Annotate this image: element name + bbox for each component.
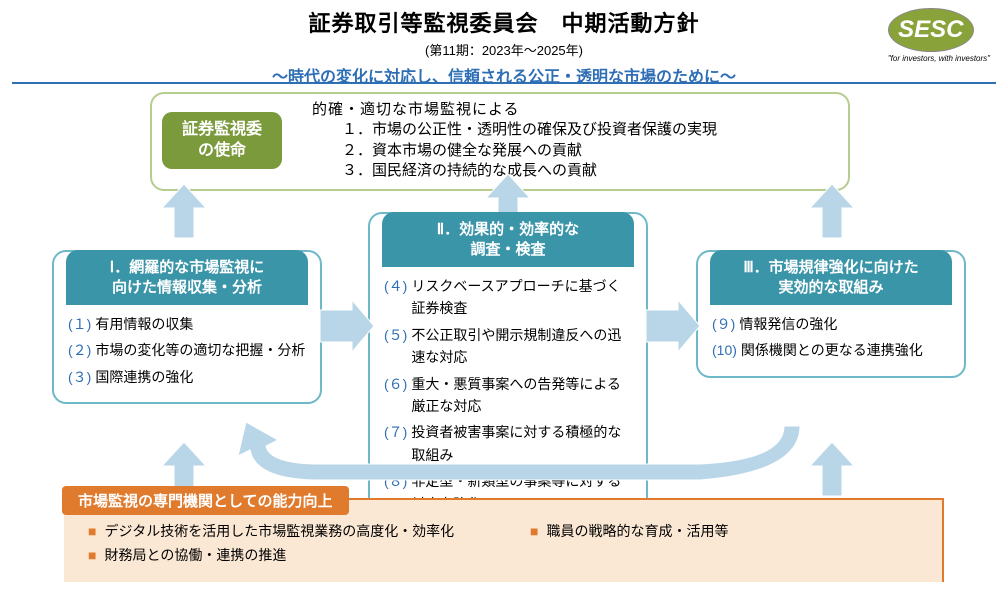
pillar-p3: Ⅲ．市場規律強化に向けた実効的な取組み(９)情報発信の強化(10)関係機関との更…	[696, 250, 966, 378]
mission-body: 的確・適切な市場監視による １．市場の公正性・透明性の確保及び投資者保護の実現２…	[312, 100, 717, 181]
logo: SESC "for investors, with investors"	[888, 8, 990, 63]
pillar-head: Ⅱ．効果的・効率的な調査・検査	[382, 212, 634, 267]
logo-text: SESC	[898, 16, 963, 44]
title-rule	[12, 82, 996, 84]
capability-box: 市場監視の専門機関としての能力向上 デジタル技術を活用した市場監視業務の高度化・…	[64, 498, 944, 582]
flow-arrow-1to2	[316, 296, 376, 356]
period-text: (第11期：2023年～2025年)	[0, 40, 1008, 59]
item-text: 国際連携の強化	[95, 366, 193, 388]
item-number: (３)	[68, 366, 91, 388]
logo-tagline: "for investors, with investors"	[888, 54, 990, 63]
item-number: (４)	[384, 275, 407, 320]
pillar-item: (６)重大・悪質事案への告発等による厳正な対応	[384, 373, 632, 418]
flow-arrow-2to3	[642, 296, 702, 356]
pillar-item: (１)有用情報の収集	[68, 313, 306, 335]
capability-band-text: 市場監視の専門機関としての能力向上	[78, 493, 333, 510]
pillar-body: (１)有用情報の収集(２)市場の変化等の適切な把握・分析(３)国際連携の強化	[68, 313, 306, 388]
item-number: (９)	[712, 313, 735, 335]
pillar-item: (３)国際連携の強化	[68, 366, 306, 388]
item-text: 情報発信の強化	[739, 313, 837, 335]
mission-item: １．市場の公正性・透明性の確保及び投資者保護の実現	[342, 120, 717, 140]
header: 証券取引等監視委員会 中期活動方針 (第11期：2023年～2025年) ～時代…	[0, 6, 1008, 87]
item-number: (５)	[384, 324, 407, 369]
item-text: 関係機関との更なる連携強化	[741, 339, 923, 361]
capability-list: デジタル技術を活用した市場監視業務の高度化・効率化 職員の戦略的な育成・活用等財務…	[88, 520, 932, 568]
pillar-head: Ⅰ．網羅的な市場監視に向けた情報収集・分析	[66, 250, 308, 305]
item-text: 重大・悪質事案への告発等による厳正な対応	[411, 373, 632, 418]
pillar-item: (10)関係機関との更なる連携強化	[712, 339, 950, 361]
item-text: リスクベースアプローチに基づく証券検査	[411, 275, 632, 320]
item-number: (２)	[68, 339, 91, 361]
mission-heading: 的確・適切な市場監視による	[312, 100, 717, 120]
pillar-item: (９)情報発信の強化	[712, 313, 950, 335]
page-title: 証券取引等監視委員会 中期活動方針	[0, 6, 1008, 38]
arrow-up-icon	[808, 440, 856, 498]
pillar-body: (９)情報発信の強化(10)関係機関との更なる連携強化	[712, 313, 950, 362]
mission-label: 証券監視委の使命	[162, 112, 282, 170]
logo-badge: SESC	[888, 8, 974, 52]
pillar-item: (５)不公正取引や開示規制違反への迅速な対応	[384, 324, 632, 369]
item-text: 不公正取引や開示規制違反への迅速な対応	[411, 324, 632, 369]
pillar-p1: Ⅰ．網羅的な市場監視に向けた情報収集・分析(１)有用情報の収集(２)市場の変化等…	[52, 250, 322, 404]
capability-item: 財務局との協働・連携の推進	[88, 544, 490, 568]
capability-band: 市場監視の専門機関としての能力向上	[62, 486, 349, 515]
item-text: 有用情報の収集	[95, 313, 193, 335]
capability-item: デジタル技術を活用した市場監視業務の高度化・効率化	[88, 520, 490, 544]
pillar-head: Ⅲ．市場規律強化に向けた実効的な取組み	[710, 250, 952, 305]
pillar-item: (２)市場の変化等の適切な把握・分析	[68, 339, 306, 361]
pillar-item: (４)リスクベースアプローチに基づく証券検査	[384, 275, 632, 320]
item-number: (１)	[68, 313, 91, 335]
item-number: (10)	[712, 339, 737, 361]
mission-item: ２．資本市場の健全な発展への貢献	[342, 141, 717, 161]
item-number: (６)	[384, 373, 407, 418]
capability-item: 職員の戦略的な育成・活用等	[530, 520, 932, 544]
item-text: 市場の変化等の適切な把握・分析	[95, 339, 305, 361]
